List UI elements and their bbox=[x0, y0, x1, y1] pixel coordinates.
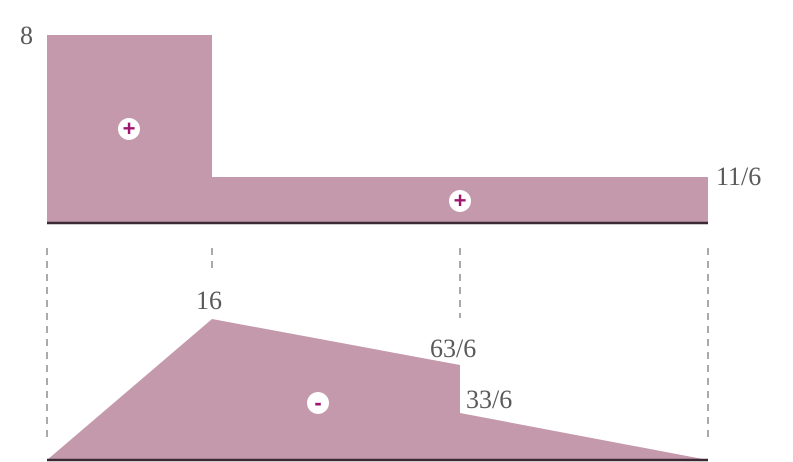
plus-sign-icon: + bbox=[118, 116, 140, 141]
guide-lines bbox=[46, 248, 709, 440]
moment-area bbox=[47, 319, 708, 460]
plus-sign-icon: + bbox=[449, 188, 471, 213]
svg-text:+: + bbox=[454, 188, 467, 213]
shear-value-left: 8 bbox=[20, 21, 33, 50]
moment-value-jump-bottom: 33/6 bbox=[466, 385, 512, 414]
shear-area bbox=[47, 35, 708, 223]
svg-text:-: - bbox=[314, 390, 321, 415]
shear-value-right: 11/6 bbox=[716, 162, 761, 191]
svg-text:+: + bbox=[123, 116, 136, 141]
shear-diagram: 8 11/6 + + bbox=[20, 21, 761, 225]
minus-sign-icon: - bbox=[307, 390, 329, 415]
moment-value-peak: 16 bbox=[196, 286, 222, 315]
moment-diagram: 16 63/6 33/6 - bbox=[47, 286, 708, 462]
moment-value-jump-top: 63/6 bbox=[430, 334, 476, 363]
